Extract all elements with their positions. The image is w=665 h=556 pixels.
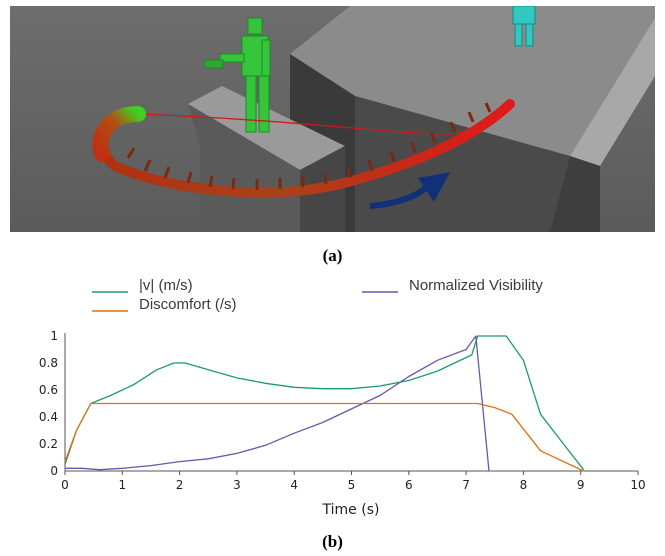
x-tick-label: 9 <box>577 478 585 492</box>
x-tick-label: 0 <box>61 478 69 492</box>
legend-label-1: Normalized Visibility <box>409 277 543 294</box>
x-tick-label: 2 <box>176 478 184 492</box>
y-tick-label: 0.4 <box>39 410 58 424</box>
y-tick-label: 1 <box>50 329 58 343</box>
x-axis-label: Time (s) <box>322 502 380 518</box>
chart-legend: |v| (m/s) Normalized Visibility Discomfort… <box>92 277 543 313</box>
y-tick-label: 0.2 <box>39 437 58 451</box>
human-figure-cyan <box>512 6 536 47</box>
x-tick-label: 5 <box>348 478 356 492</box>
y-tick-label: 0.6 <box>39 383 58 397</box>
x-tick-label: 3 <box>233 478 241 492</box>
series-line-0 <box>64 335 585 471</box>
pedestal-front <box>188 104 300 232</box>
direction-arrow-icon <box>369 172 450 209</box>
human-figure-green <box>204 17 271 133</box>
series-line-2 <box>64 402 584 472</box>
chart-series <box>64 335 585 472</box>
right-block-top <box>570 18 655 166</box>
legend-label-2: Discomfort (/s) <box>139 296 237 313</box>
x-tick-label: 8 <box>520 478 528 492</box>
right-block-face <box>550 156 600 232</box>
y-tick-label: 0.8 <box>39 356 58 370</box>
x-tick-label: 10 <box>630 478 645 492</box>
simulation-scene <box>10 6 655 232</box>
wall-top <box>290 6 655 156</box>
x-tick-label: 4 <box>290 478 298 492</box>
line-chart: |v| (m/s) Normalized Visibility Discomfort… <box>39 277 646 518</box>
x-tick-label: 7 <box>462 478 470 492</box>
trajectory-rings <box>126 102 492 190</box>
x-tick-label: 6 <box>405 478 413 492</box>
caption-a: (a) <box>322 246 343 265</box>
x-tick-label: 1 <box>118 478 126 492</box>
caption-b: (b) <box>322 532 343 551</box>
chart-axes: 0 1 2 3 4 5 6 7 8 9 10 0 0.2 0.4 0.6 0.8 1 <box>39 329 646 492</box>
y-tick-label: 0 <box>50 464 58 478</box>
trajectory-head <box>92 106 146 162</box>
legend-label-0: |v| (m/s) <box>139 277 193 294</box>
series-line-1 <box>65 335 490 472</box>
